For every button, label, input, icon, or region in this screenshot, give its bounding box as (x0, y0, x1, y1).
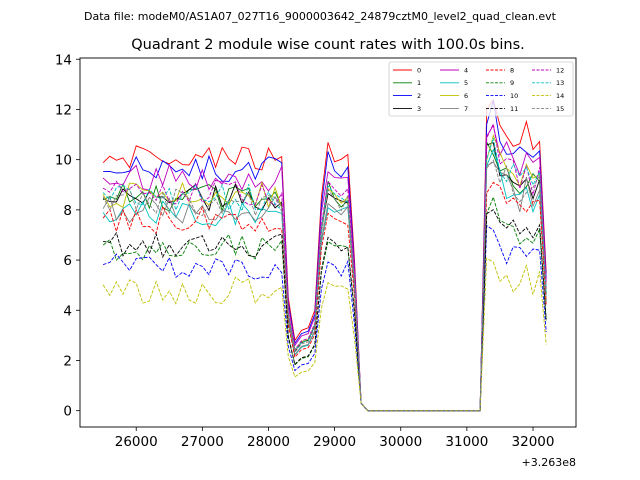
y-tick-label-10: 10 (55, 153, 72, 169)
y-tick-label-12: 12 (55, 102, 72, 118)
legend-label-2: 2 (417, 92, 421, 100)
legend-label-4: 4 (464, 66, 468, 74)
y-tick-label-8: 8 (63, 203, 72, 219)
y-tick-label-14: 14 (55, 52, 72, 68)
legend-label-14: 14 (556, 92, 564, 100)
x-tick-label-29000: 29000 (313, 434, 356, 450)
legend-label-0: 0 (417, 66, 421, 74)
y-tick-label-6: 6 (63, 253, 72, 269)
x-tick-label-27000: 27000 (181, 434, 224, 450)
plot-lines (102, 98, 547, 412)
legend-label-9: 9 (510, 79, 514, 87)
series-line-14 (102, 257, 547, 412)
series-line-8 (102, 181, 547, 412)
chart-suptitle: Data file: modeM0/AS1A07_027T16_90000036… (84, 10, 557, 23)
legend-label-3: 3 (417, 105, 421, 113)
legend-label-13: 13 (556, 79, 564, 87)
legend-label-11: 11 (510, 105, 518, 113)
legend-label-15: 15 (556, 105, 564, 113)
legend-label-1: 1 (417, 79, 421, 87)
x-axis: 26000 27000 28000 29000 30000 31000 32000 (115, 427, 555, 450)
series-line-10 (102, 224, 547, 412)
x-tick-label-31000: 31000 (445, 434, 488, 450)
series-line-15 (102, 159, 547, 412)
legend-label-8: 8 (510, 66, 514, 74)
x-tick-label-28000: 28000 (247, 434, 290, 450)
y-tick-label-4: 4 (63, 303, 72, 319)
chart-title: Quadrant 2 module wise count rates with … (131, 37, 525, 53)
series-line-7 (102, 161, 547, 412)
plot-frame (79, 57, 577, 428)
series-line-13 (102, 137, 547, 412)
legend-label-7: 7 (464, 105, 468, 113)
x-tick-label-26000: 26000 (115, 434, 158, 450)
y-tick-label-2: 2 (63, 353, 72, 369)
x-tick-label-30000: 30000 (379, 434, 422, 450)
legend-label-10: 10 (510, 92, 518, 100)
legend-label-5: 5 (464, 79, 468, 87)
x-offset-label: +3.263e8 (522, 456, 576, 469)
y-axis: 0 2 4 6 8 10 12 14 (55, 52, 80, 420)
legend-box (388, 61, 574, 117)
series-line-11 (103, 209, 547, 412)
x-tick-label-32000: 32000 (512, 434, 555, 450)
y-tick-label-0: 0 (63, 404, 72, 420)
legend-label-12: 12 (556, 66, 564, 74)
legend-label-6: 6 (464, 92, 468, 100)
